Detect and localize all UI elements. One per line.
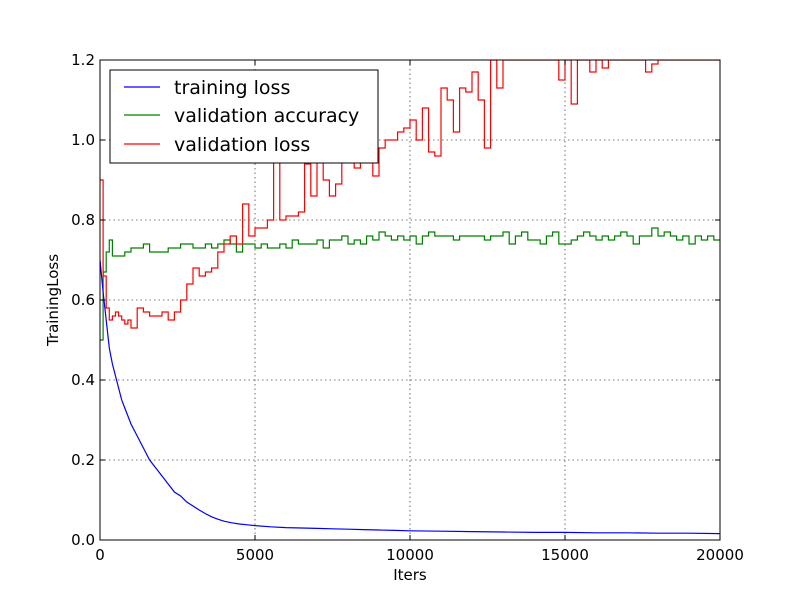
x-tick-label: 20000	[696, 546, 744, 564]
y-tick-label: 0.0	[71, 531, 95, 549]
series-line-validation-accuracy	[100, 227, 720, 341]
y-tick-label: 0.2	[71, 451, 95, 469]
y-tick-label: 1.2	[71, 51, 95, 69]
axis-ticks	[99, 59, 721, 541]
legend-box	[109, 69, 379, 164]
y-axis-title: TrainingLoss	[44, 254, 62, 347]
legend-label-validation-accuracy: validation accuracy	[174, 105, 359, 127]
y-tick-label: 1.0	[71, 131, 95, 149]
x-tick-label: 5000	[236, 546, 274, 564]
x-tick-label: 15000	[541, 546, 589, 564]
legend-label-training-loss: training loss	[174, 77, 290, 99]
legend-label-validation-loss: validation loss	[174, 134, 310, 156]
y-tick-label: 0.4	[71, 371, 95, 389]
legend: training loss validation accuracy valida…	[109, 69, 379, 164]
x-tick-label: 0	[95, 546, 105, 564]
y-tick-label: 0.6	[71, 291, 95, 309]
x-axis-title: Iters	[393, 566, 427, 584]
tick-labels: 0 5000 10000 15000 20000 0.0 0.2 0.4 0.6 0.8 1.0 1.…	[71, 51, 744, 564]
x-tick-label: 10000	[386, 546, 434, 564]
series-line-training-loss	[100, 259, 720, 535]
grid	[100, 60, 720, 540]
y-tick-label: 0.8	[71, 211, 95, 229]
